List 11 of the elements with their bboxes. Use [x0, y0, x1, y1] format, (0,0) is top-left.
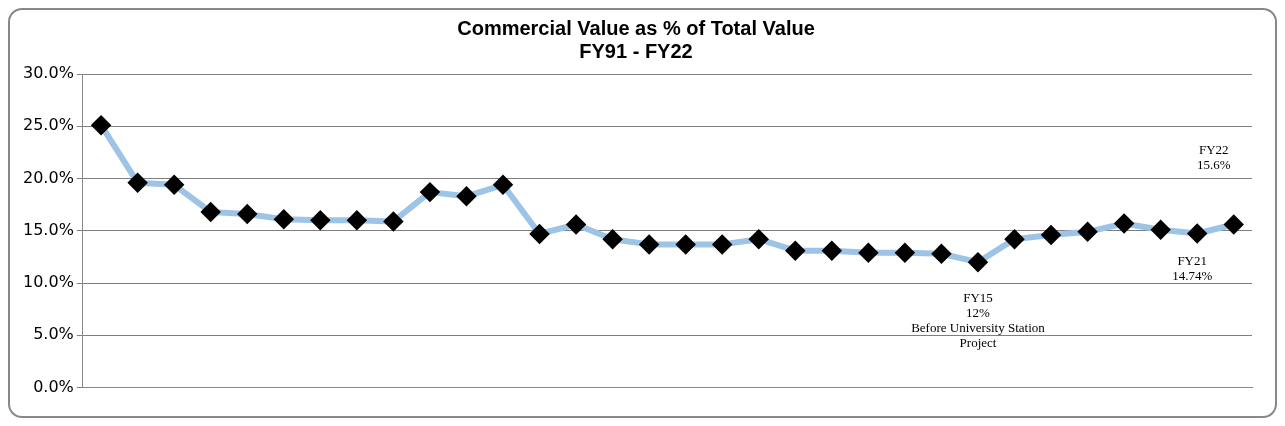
- y-tick-label: 25.0%: [23, 115, 74, 135]
- y-tick-label: 20.0%: [23, 167, 74, 187]
- annotation: FY22 15.6%: [1196, 142, 1231, 173]
- chart-title: Commercial Value as % of Total Value FY91 - FY22: [457, 17, 815, 63]
- y-tick-label: 5.0%: [33, 324, 74, 344]
- annotation: FY15 12% Before University Station Project: [911, 290, 1046, 351]
- y-tick-label: 0.0%: [33, 376, 74, 396]
- y-tick-label: 30.0%: [23, 63, 74, 83]
- y-tick-label: 15.0%: [23, 219, 74, 239]
- y-tick-label: 10.0%: [23, 272, 74, 292]
- annotation: FY21 14.74%: [1172, 253, 1213, 284]
